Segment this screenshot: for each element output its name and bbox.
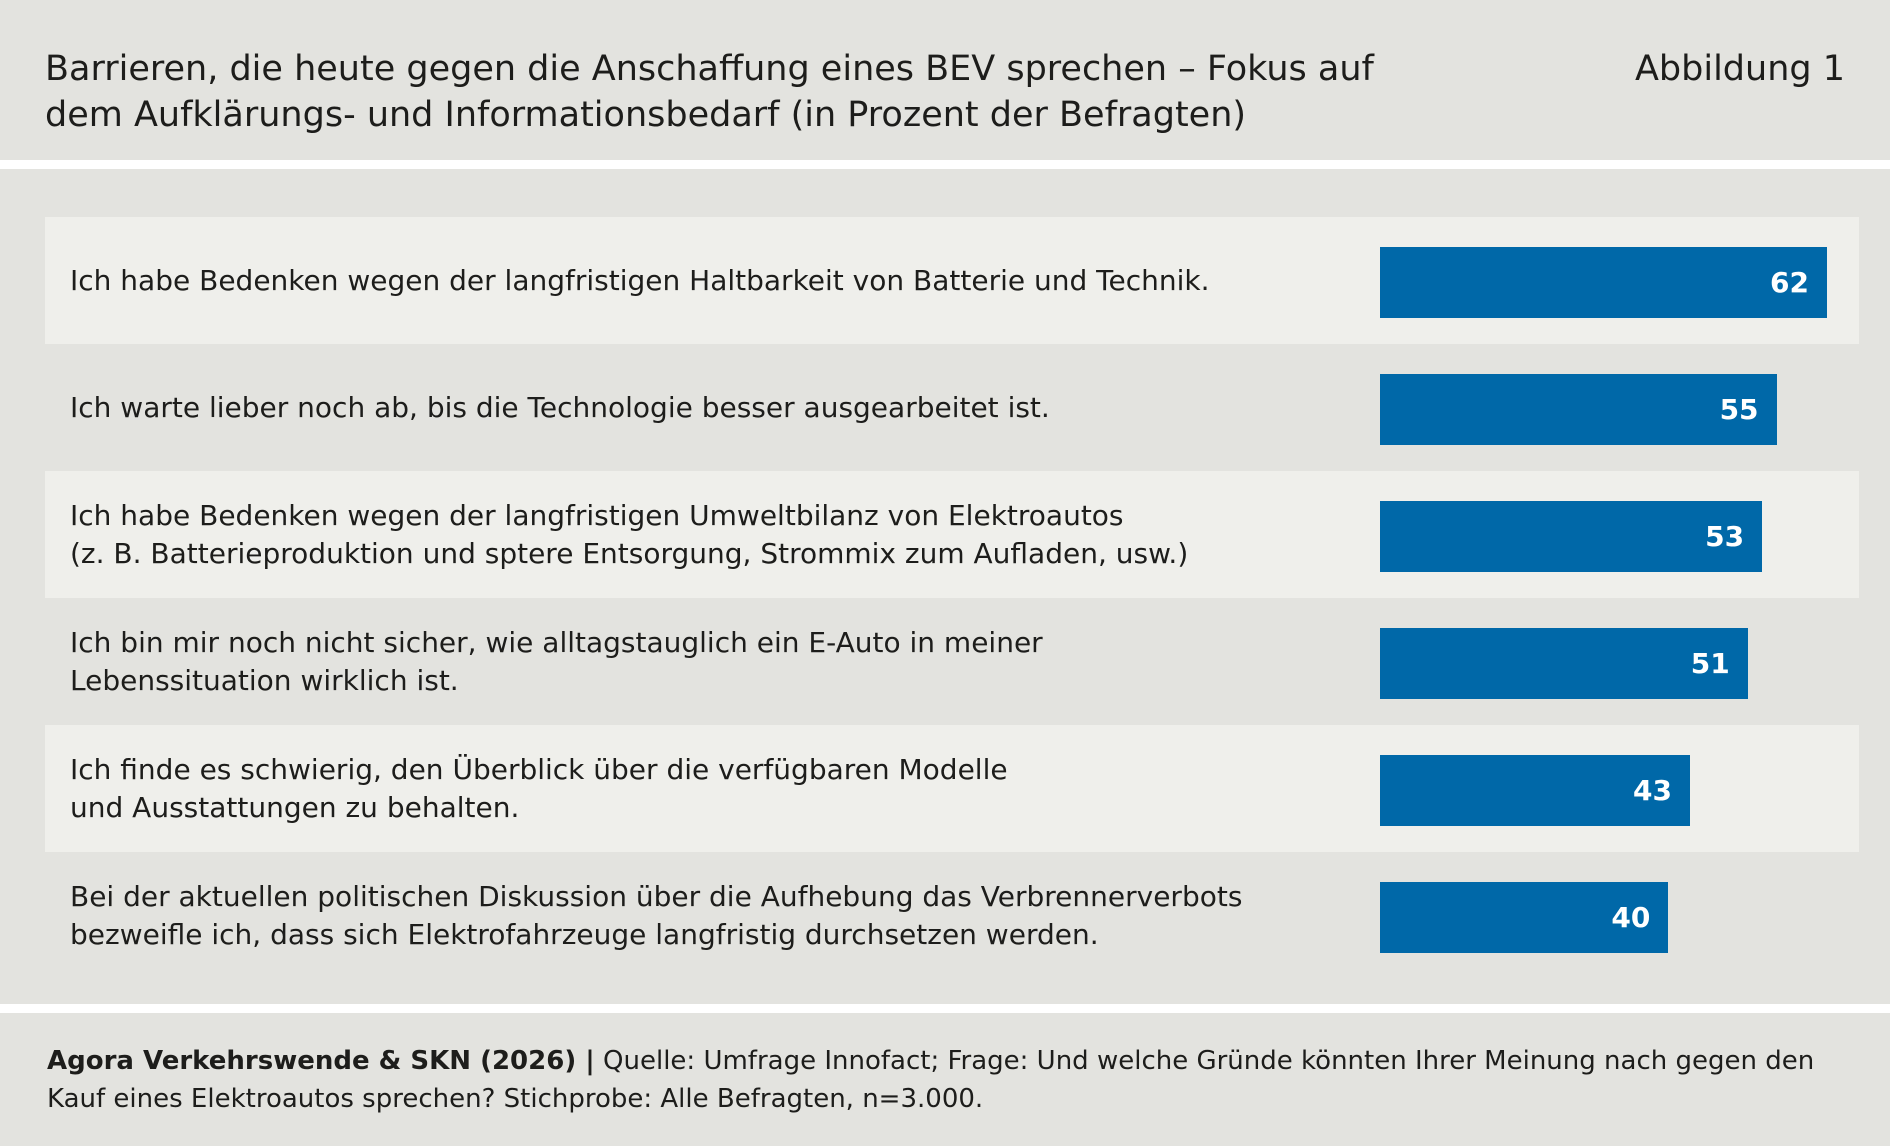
figure-label: Abbildung 1 <box>1634 49 1845 89</box>
bar <box>1380 247 1828 318</box>
category-label: Ich bin mir noch nicht sicher, wie allta… <box>70 625 1043 697</box>
value-label: 55 <box>1719 393 1759 426</box>
category-label: Ich finde es schwierig, den Überblick üb… <box>70 752 1008 824</box>
separator <box>0 160 1890 169</box>
footer: Agora Verkehrswende & SKN (2026) | Quell… <box>47 1042 1837 1118</box>
value-label: 53 <box>1705 520 1745 553</box>
credit: Agora Verkehrswende & SKN (2026) | <box>47 1046 595 1076</box>
separator <box>0 1004 1890 1013</box>
bar <box>1380 755 1691 826</box>
bar <box>1380 882 1669 953</box>
value-label: 43 <box>1633 774 1673 807</box>
value-label: 40 <box>1611 901 1651 934</box>
value-label: 62 <box>1770 266 1810 299</box>
chart-title: Barrieren, die heute gegen die Anschaffu… <box>45 49 1374 135</box>
category-label: Bei der aktuellen politischen Diskussion… <box>70 879 1243 951</box>
category-label: Ich habe Bedenken wegen der langfristige… <box>70 498 1189 570</box>
bar <box>1380 374 1777 445</box>
value-label: 51 <box>1690 647 1730 680</box>
bar <box>1380 628 1748 699</box>
category-label: Ich warte lieber noch ab, bis die Techno… <box>70 390 1050 424</box>
category-label: Ich habe Bedenken wegen der langfristige… <box>70 263 1210 297</box>
source: Quelle: Umfrage Innofact; Frage: Und wel… <box>47 1046 1815 1114</box>
bar <box>1380 501 1763 572</box>
